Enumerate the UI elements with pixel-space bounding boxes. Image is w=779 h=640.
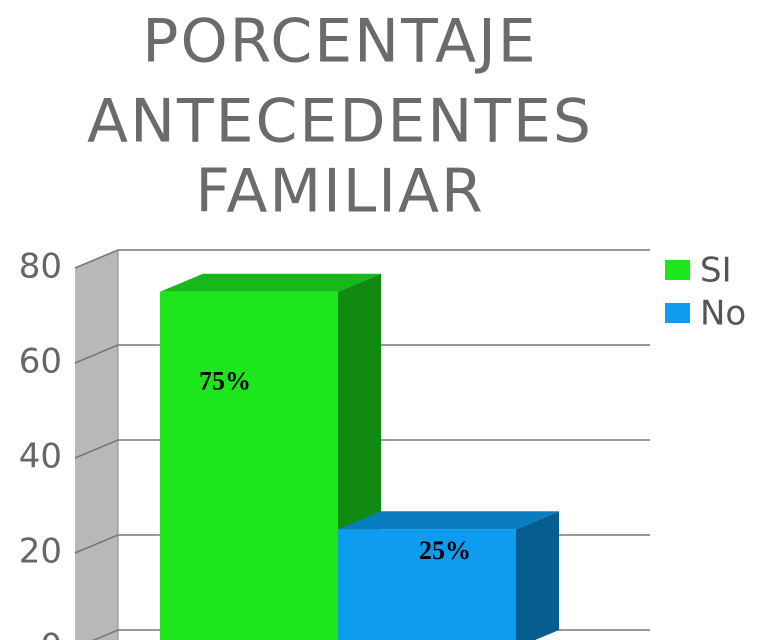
y-tick-label: 20 — [19, 532, 62, 572]
grid-line — [74, 249, 119, 269]
bar-top — [338, 511, 559, 530]
y-tick-label: 0 — [40, 627, 62, 640]
side-wall — [75, 250, 118, 640]
legend-swatch — [665, 303, 690, 323]
grid-line — [74, 344, 119, 364]
y-tick-label: 60 — [19, 342, 62, 382]
grid-line — [74, 534, 119, 554]
chart-title: FAMILIAR — [195, 157, 484, 227]
bar — [338, 529, 516, 640]
legend-swatch — [665, 260, 690, 280]
grid-line — [92, 629, 119, 640]
y-tick-label: 80 — [19, 247, 62, 287]
legend-label: No — [700, 294, 746, 334]
legend-label: SI — [700, 251, 732, 291]
bar — [160, 291, 338, 640]
bar-top — [160, 273, 381, 292]
chart-title: ANTECEDENTES — [87, 87, 593, 157]
value-label: 25% — [419, 536, 471, 565]
chart-title: PORCENTAJE — [142, 7, 537, 77]
value-label: 75% — [199, 367, 251, 396]
bar-side — [516, 511, 559, 640]
grid-line — [74, 439, 119, 459]
y-tick-label: 40 — [19, 437, 62, 477]
